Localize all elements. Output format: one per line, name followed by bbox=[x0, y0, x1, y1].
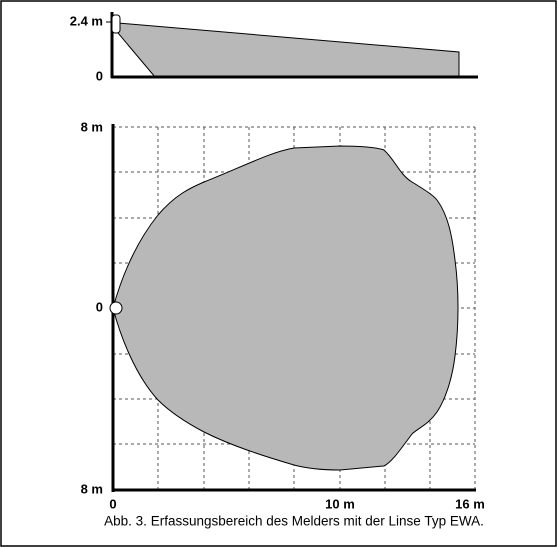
y-zero-label: 0 bbox=[96, 299, 103, 314]
side-zero-label: 0 bbox=[96, 68, 103, 83]
x-end-label: 16 m bbox=[455, 496, 485, 511]
x-zero-label: 0 bbox=[109, 496, 116, 511]
side-height-label: 2.4 m bbox=[70, 13, 103, 28]
x-mid-label: 10 m bbox=[325, 496, 355, 511]
detector-top bbox=[109, 301, 123, 315]
coverage-area bbox=[112, 145, 459, 471]
caption: Abb. 3. Erfassungsbereich des Melders mi… bbox=[104, 514, 484, 529]
y-bottom-label: 8 m bbox=[81, 481, 103, 496]
y-top-label: 8 m bbox=[81, 119, 103, 134]
detector-side bbox=[111, 14, 121, 34]
